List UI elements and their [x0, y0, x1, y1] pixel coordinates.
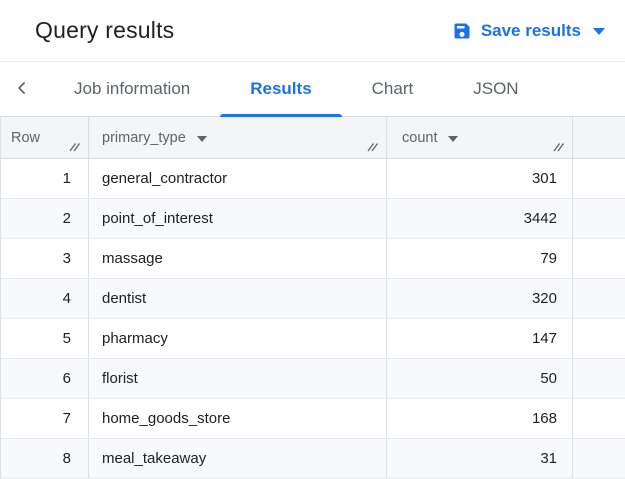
primary-type-cell: pharmacy	[89, 319, 387, 358]
results-table: Row primary_type count	[0, 117, 625, 479]
filler-cell	[573, 319, 625, 358]
table-row: 2 point_of_interest 3442	[1, 199, 625, 239]
column-header-filler	[573, 117, 625, 158]
save-results-button[interactable]: Save results	[446, 17, 611, 45]
resize-handle-icon[interactable]	[69, 141, 81, 153]
save-caret-icon	[593, 28, 605, 35]
table-row: 1 general_contractor 301	[1, 159, 625, 199]
page-title: Query results	[35, 17, 175, 43]
column-header-count[interactable]: count	[387, 117, 573, 158]
count-cell: 168	[387, 399, 573, 438]
primary-type-cell: florist	[89, 359, 387, 398]
count-cell: 147	[387, 319, 573, 358]
count-cell: 50	[387, 359, 573, 398]
resize-handle-icon[interactable]	[367, 141, 379, 153]
table-body: 1 general_contractor 301 2 point_of_inte…	[1, 159, 625, 479]
column-header-row[interactable]: Row	[1, 117, 89, 158]
table-header-row: Row primary_type count	[1, 117, 625, 159]
row-number-cell: 8	[1, 439, 89, 478]
count-cell: 31	[387, 439, 573, 478]
tab-results[interactable]: Results	[220, 62, 343, 117]
tab-json[interactable]: JSON	[473, 79, 519, 98]
save-icon	[452, 21, 472, 41]
row-number-cell: 2	[1, 199, 89, 238]
count-cell: 3442	[387, 199, 573, 238]
primary-type-cell: meal_takeaway	[89, 439, 387, 478]
column-label-count: count	[402, 129, 438, 146]
filler-cell	[573, 199, 625, 238]
resize-handle-icon[interactable]	[553, 141, 565, 153]
row-number-cell: 6	[1, 359, 89, 398]
table-row: 7 home_goods_store 168	[1, 399, 625, 439]
table-row: 4 dentist 320	[1, 279, 625, 319]
tabs-bar: Job information Results Chart JSON	[0, 62, 625, 117]
filler-cell	[573, 359, 625, 398]
primary-type-cell: general_contractor	[89, 159, 387, 198]
column-menu-caret-icon[interactable]	[196, 136, 207, 142]
filler-cell	[573, 239, 625, 278]
count-cell: 79	[387, 239, 573, 278]
row-number-cell: 7	[1, 399, 89, 438]
filler-cell	[573, 439, 625, 478]
column-menu-caret-icon[interactable]	[448, 136, 459, 142]
filler-cell	[573, 279, 625, 318]
table-row: 6 florist 50	[1, 359, 625, 399]
back-button[interactable]	[0, 62, 44, 116]
table-row: 3 massage 79	[1, 239, 625, 279]
row-number-cell: 1	[1, 159, 89, 198]
column-label-primary-type: primary_type	[102, 129, 186, 146]
row-number-cell: 3	[1, 239, 89, 278]
row-number-cell: 4	[1, 279, 89, 318]
column-label-row: Row	[11, 129, 41, 146]
primary-type-cell: massage	[89, 239, 387, 278]
chevron-left-icon	[12, 78, 32, 101]
count-cell: 301	[387, 159, 573, 198]
primary-type-cell: dentist	[89, 279, 387, 318]
table-row: 5 pharmacy 147	[1, 319, 625, 359]
filler-cell	[573, 159, 625, 198]
column-header-primary-type[interactable]: primary_type	[89, 117, 387, 158]
header-bar: Query results Save results	[0, 0, 625, 62]
save-results-label: Save results	[480, 20, 581, 40]
tab-job-information[interactable]: Job information	[74, 79, 191, 98]
table-row: 8 meal_takeaway 31	[1, 439, 625, 479]
row-number-cell: 5	[1, 319, 89, 358]
primary-type-cell: point_of_interest	[89, 199, 387, 238]
tab-chart[interactable]: Chart	[371, 79, 414, 98]
count-cell: 320	[387, 279, 573, 318]
primary-type-cell: home_goods_store	[89, 399, 387, 438]
filler-cell	[573, 399, 625, 438]
